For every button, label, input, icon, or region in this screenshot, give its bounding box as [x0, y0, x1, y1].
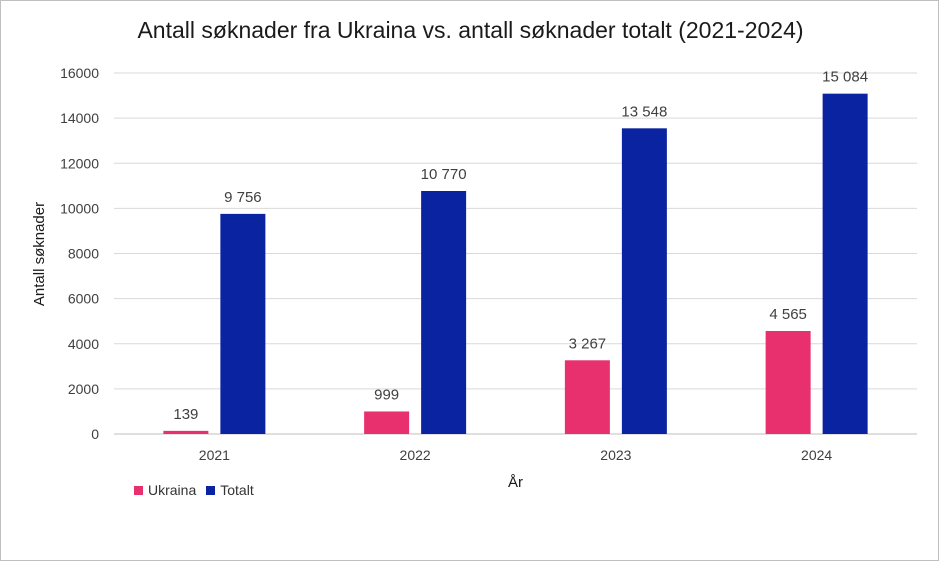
data-label: 4 565	[769, 306, 807, 323]
legend-swatch-totalt	[206, 485, 216, 495]
bar-totalt	[421, 191, 467, 434]
y-tick-label: 4000	[68, 336, 99, 352]
legend-item-totalt: Totalt	[206, 482, 254, 498]
bar-ukraina	[564, 360, 610, 434]
x-axis-title: År	[508, 474, 523, 491]
data-label: 13 548	[621, 103, 667, 120]
x-tick-label: 2024	[801, 447, 832, 463]
y-tick-label: 0	[91, 426, 99, 442]
bar-ukraina	[765, 331, 811, 434]
legend-label-totalt: Totalt	[220, 482, 254, 498]
data-label: 10 770	[421, 166, 467, 183]
data-label: 15 084	[822, 69, 868, 86]
y-tick-label: 12000	[60, 155, 99, 171]
y-axis-title: Antall søknader	[31, 202, 48, 306]
y-tick-label: 14000	[60, 110, 99, 126]
y-tick-label: 2000	[68, 381, 99, 397]
legend-item-ukraina: Ukraina	[134, 482, 196, 498]
bar-ukraina	[364, 411, 410, 434]
bar-totalt	[621, 128, 667, 434]
legend: Ukraina Totalt	[134, 482, 264, 498]
data-label: 9 756	[224, 189, 262, 206]
data-label: 139	[173, 406, 198, 423]
bar-totalt	[220, 213, 266, 434]
bar-ukraina	[163, 430, 209, 434]
x-tick-label: 2023	[600, 447, 631, 463]
bar-totalt	[822, 93, 868, 435]
data-label: 999	[374, 386, 399, 403]
y-tick-label: 8000	[68, 246, 99, 262]
y-tick-label: 16000	[60, 65, 99, 81]
x-tick-label: 2022	[400, 447, 431, 463]
legend-label-ukraina: Ukraina	[148, 482, 197, 498]
data-label: 3 267	[569, 335, 607, 352]
y-tick-label: 6000	[68, 291, 99, 307]
x-tick-label: 2021	[199, 447, 230, 463]
legend-swatch-ukraina	[134, 485, 143, 495]
y-tick-label: 10000	[60, 200, 99, 216]
chart-title: Antall søknader fra Ukraina vs. antall s…	[137, 17, 804, 43]
